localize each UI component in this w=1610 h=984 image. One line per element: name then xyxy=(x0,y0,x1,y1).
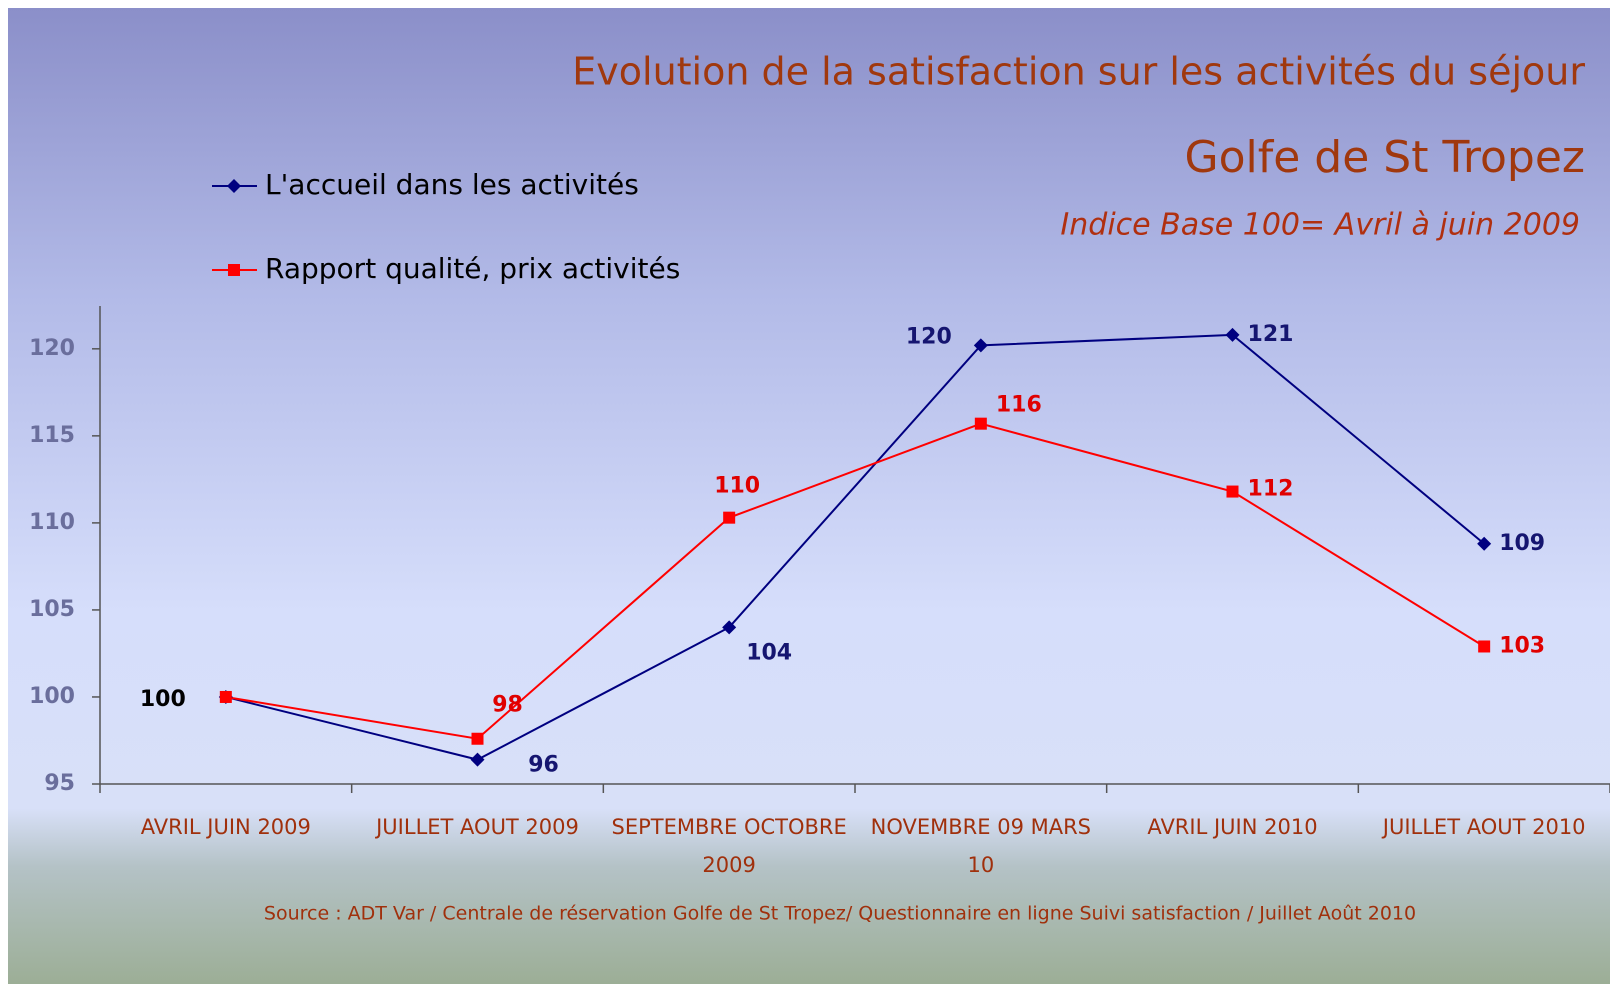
source: Source : ADT Var / Centrale de réservati… xyxy=(264,903,1416,925)
data-label: 109 xyxy=(1499,531,1545,556)
point xyxy=(1478,640,1491,653)
x-tick-label: NOVEMBRE 09 MARS 10 xyxy=(870,815,1092,877)
point xyxy=(219,690,232,703)
point xyxy=(974,417,987,430)
chart-subtitle: Golfe de St Tropez xyxy=(1185,132,1586,183)
point xyxy=(722,620,737,635)
point xyxy=(1226,485,1239,498)
y-tick-label: 110 xyxy=(29,510,75,535)
series-line xyxy=(225,333,1485,761)
data-label: 103 xyxy=(1499,633,1545,658)
y-tick-label: 95 xyxy=(44,771,75,796)
point xyxy=(973,338,988,353)
point xyxy=(470,752,485,767)
y-tick-label: 100 xyxy=(29,684,75,709)
point xyxy=(471,732,484,745)
legend-label: L'accueil dans les activités xyxy=(265,168,639,201)
x-tick-label: AVRIL JUIN 2009 xyxy=(140,815,311,839)
data-label: 98 xyxy=(492,693,523,718)
y-tick-label: 105 xyxy=(29,597,75,622)
y-tick-label: 120 xyxy=(29,336,75,361)
data-label: 121 xyxy=(1248,322,1294,347)
legend-marker xyxy=(227,179,241,193)
series-line xyxy=(225,422,1485,740)
x-tick-label: JUILLET AOUT 2010 xyxy=(1382,815,1586,839)
data-label: 120 xyxy=(906,324,952,349)
data-label: 112 xyxy=(1248,477,1294,502)
point xyxy=(1225,327,1240,342)
data-label: 116 xyxy=(996,393,1042,418)
point xyxy=(1477,536,1492,551)
legend-label: Rapport qualité, prix activités xyxy=(265,252,680,285)
legend-marker xyxy=(228,264,240,276)
data-label: 96 xyxy=(528,753,559,778)
data-label: 104 xyxy=(746,640,792,665)
x-tick-label: AVRIL JUIN 2010 xyxy=(1147,815,1318,839)
x-tick-label: SEPTEMBRE OCTOBRE 2009 xyxy=(611,815,847,877)
data-label: 100 xyxy=(140,687,186,712)
data-label: 110 xyxy=(714,474,760,499)
background xyxy=(8,8,1610,984)
y-tick-label: 115 xyxy=(29,423,75,448)
point xyxy=(723,511,736,524)
x-tick-label: JUILLET AOUT 2009 xyxy=(376,815,579,839)
chart-title: Evolution de la satisfaction sur les act… xyxy=(572,50,1585,94)
chart-note: Indice Base 100= Avril à juin 2009 xyxy=(1060,208,1580,243)
